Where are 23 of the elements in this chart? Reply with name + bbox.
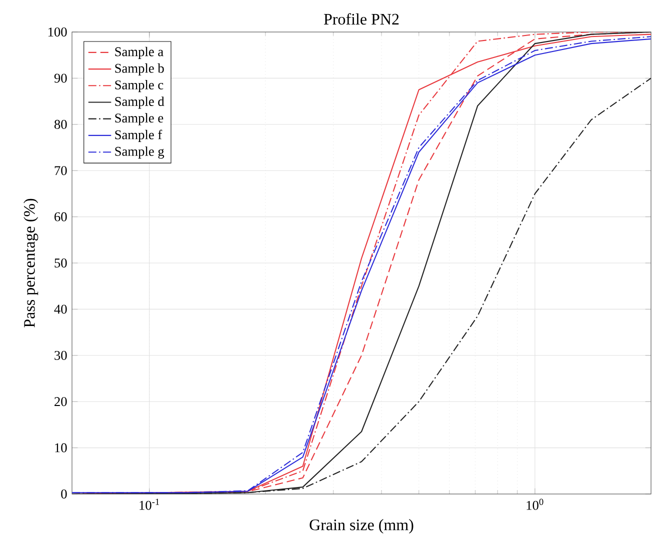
y-tick-label: 100	[48, 28, 67, 36]
legend-label: Sample c	[115, 80, 164, 92]
y-tick-label: 40	[54, 304, 67, 314]
y-tick-label: 80	[54, 120, 67, 129]
legend-label: Sample b	[115, 63, 164, 76]
legend-label: Sample f	[115, 130, 162, 142]
chart-title: Profile PN2	[324, 13, 399, 25]
y-tick-label: 90	[54, 74, 67, 83]
y-tick-label: 10	[55, 443, 67, 452]
x-tick-label: 10$^{-1}$	[140, 498, 160, 510]
y-tick-label: 30	[54, 350, 67, 360]
legend-label: Sample a	[115, 46, 164, 59]
legend-label: Sample g	[115, 146, 164, 159]
x-axis-title: Grain size (mm)	[310, 519, 414, 534]
x-tick-label: 10$^{0}$	[526, 498, 544, 510]
legend-label: Sample d	[115, 96, 164, 109]
y-tick-label: 0	[61, 490, 67, 498]
y-tick-label: 50	[54, 258, 67, 268]
y-axis-title: Pass percentage (%)	[24, 198, 38, 328]
y-tick-label: 70	[54, 166, 67, 176]
y-tick-label: 60	[54, 212, 67, 222]
legend-label: Sample e	[115, 113, 164, 126]
y-tick-label: 20	[54, 397, 67, 406]
